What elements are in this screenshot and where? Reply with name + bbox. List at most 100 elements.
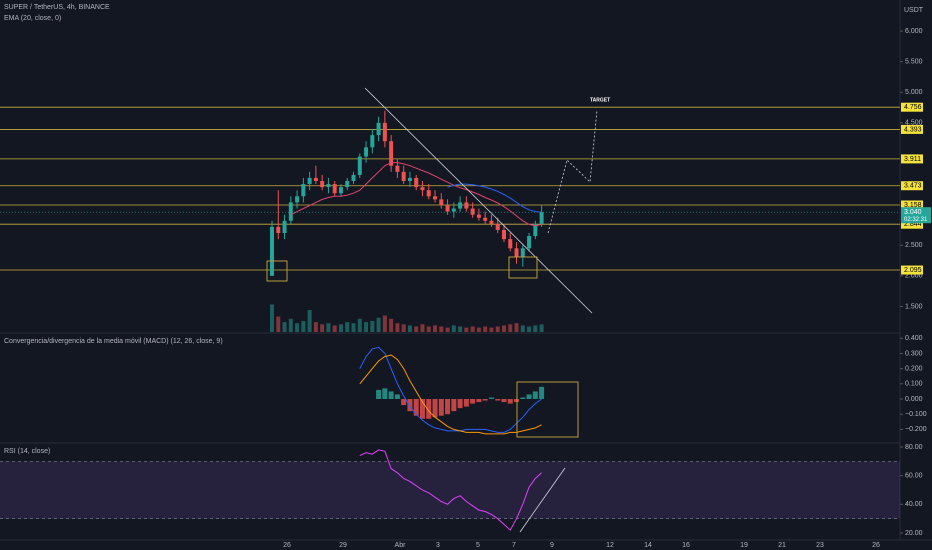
y-tick-label: 0.000 — [905, 396, 923, 403]
candle-body — [483, 217, 488, 221]
y-tick-label: 20.00 — [905, 530, 923, 537]
ma-line — [447, 183, 542, 213]
candle-body — [520, 248, 525, 258]
candle-body — [433, 196, 438, 200]
x-tick-label: 21 — [778, 542, 786, 549]
candle-body — [489, 220, 494, 224]
volume-bar — [376, 317, 381, 332]
volume-bar — [370, 321, 375, 332]
chart-layer: 6.000 5.500 5.000 4.500 2.500 2.000 1.500 0.400… — [0, 28, 931, 549]
level-tag — [901, 102, 923, 112]
macd-histogram-bar — [401, 399, 407, 406]
y-tick-label: 1.500 — [905, 303, 923, 310]
volume-bar — [508, 324, 513, 332]
x-tick-label: 9 — [550, 542, 554, 549]
x-tick-label: Abr — [395, 542, 407, 549]
volume-bar — [539, 324, 544, 332]
volume-bar — [495, 326, 500, 332]
candle-body — [445, 205, 450, 212]
last-price-tag — [901, 207, 931, 224]
macd-histogram-bar — [438, 399, 444, 416]
volume-bar — [395, 323, 400, 332]
y-tick-label: 2.500 — [905, 242, 923, 249]
volume-bar — [301, 321, 306, 332]
volume-bar — [288, 318, 293, 332]
volume-bar — [364, 322, 369, 332]
y-tick-label: 60.00 — [905, 473, 923, 480]
rsi-line — [359, 449, 542, 531]
candle-body — [426, 190, 431, 197]
candle-body — [295, 196, 300, 203]
target-label: TARGET — [590, 97, 610, 103]
candle-body — [539, 212, 544, 224]
candle-body — [276, 226, 281, 234]
macd-histogram-bar — [432, 399, 438, 418]
x-tick-label: 26 — [872, 542, 880, 549]
macd-histogram-bar — [507, 399, 513, 404]
candle-body — [470, 208, 475, 215]
x-tick-label: 29 — [339, 542, 347, 549]
level-tag — [901, 154, 923, 164]
y-tick-label: 80.00 — [905, 444, 923, 451]
macd-histogram-bar — [463, 399, 469, 407]
currency: USDT — [904, 7, 924, 14]
volume-bar — [351, 323, 356, 332]
candle-body — [313, 177, 318, 182]
volume-bar — [320, 324, 325, 332]
candle-body — [382, 122, 387, 142]
candle-body — [370, 135, 375, 148]
y-tick-label: 5.000 — [905, 89, 923, 96]
x-tick-label: 14 — [644, 542, 652, 549]
candle-body — [527, 236, 532, 249]
level-tag — [901, 200, 923, 210]
candle-body — [288, 202, 293, 221]
macd-histogram-bar — [407, 399, 413, 412]
candle-body — [514, 248, 519, 258]
candle-body — [345, 181, 350, 188]
candle-body — [476, 214, 481, 218]
volume-bar — [439, 326, 444, 332]
candle-body — [307, 177, 312, 185]
level-tag — [901, 219, 923, 229]
volume-bar — [501, 325, 506, 332]
macd-histogram-bar — [526, 394, 532, 400]
volume-bar — [445, 327, 450, 332]
candle-body — [407, 177, 412, 182]
macd-histogram-bar — [445, 399, 451, 415]
y-tick-label: 5.500 — [905, 59, 923, 66]
x-tick-label: 3 — [436, 542, 440, 549]
rsi-trendline — [519, 467, 566, 533]
macd-histogram-bar — [495, 399, 501, 401]
macd-histogram-bar — [376, 389, 382, 400]
candle-body — [501, 229, 506, 240]
last-price-label: 3.040 — [904, 209, 922, 216]
rsi-title: RSI (14, close) — [4, 448, 50, 455]
volume-bar — [476, 327, 481, 332]
macd-histogram-bar — [382, 388, 388, 400]
signal-line — [359, 354, 542, 435]
macd-histogram-bar — [488, 397, 494, 400]
volume-bar — [270, 304, 274, 332]
macd-histogram-bar — [451, 399, 457, 412]
macd-histogram-bar — [501, 399, 507, 403]
y-tick-label: 0.200 — [905, 365, 923, 372]
macd-histogram-bar — [539, 386, 545, 400]
x-tick-label: 16 — [682, 542, 690, 549]
volume-bar — [414, 326, 419, 332]
level-label: 2.844 — [904, 221, 922, 228]
volume-bar — [307, 310, 312, 332]
candle-body — [451, 208, 456, 212]
volume-bar — [514, 323, 519, 332]
volume-bar — [426, 326, 431, 332]
level-label: 3.158 — [904, 202, 922, 209]
macd-line — [359, 346, 542, 433]
y-tick-label: 40.00 — [905, 501, 923, 508]
volume-bar — [420, 324, 425, 332]
macd-histogram-bar — [470, 399, 476, 404]
level-label: 4.393 — [904, 126, 922, 133]
macd-histogram-bar — [520, 397, 526, 400]
macd-title: Convergencia/divergencia de la media móv… — [4, 338, 223, 345]
level-label: 4.756 — [904, 104, 922, 111]
